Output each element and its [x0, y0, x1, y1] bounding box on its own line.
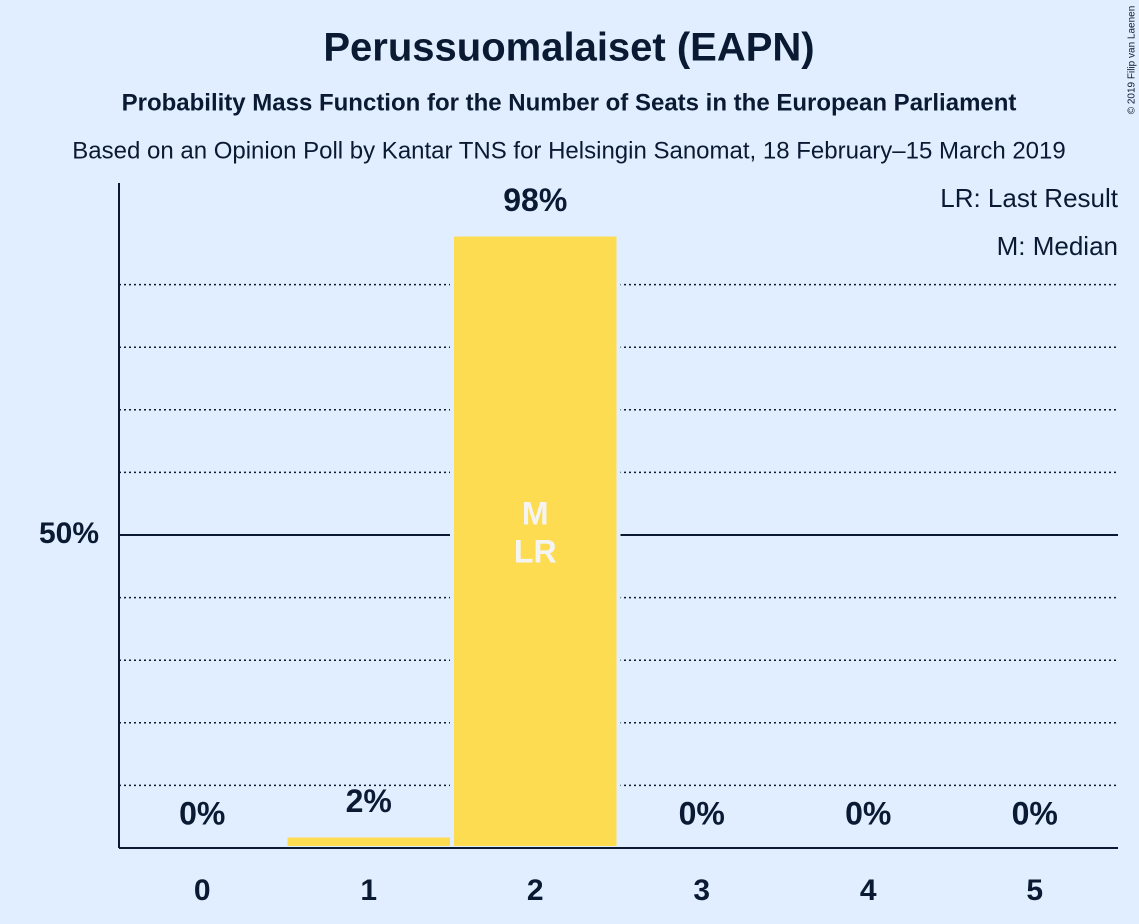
annotation: M	[522, 495, 549, 531]
chart-title: Perussuomalaiset (EAPN)	[323, 26, 814, 70]
x-tick-label: 5	[1026, 874, 1043, 907]
value-label: 0%	[1012, 795, 1058, 831]
value-label: 0%	[179, 795, 225, 831]
chart-caption: Based on an Opinion Poll by Kantar TNS f…	[72, 137, 1065, 164]
value-label: 0%	[845, 795, 891, 831]
y-tick-label: 50%	[39, 517, 99, 550]
bar	[283, 833, 454, 850]
annotation: LR	[514, 533, 557, 569]
value-label: 98%	[503, 182, 567, 218]
x-tick-label: 1	[360, 874, 377, 907]
x-tick-label: 0	[194, 874, 211, 907]
value-label: 0%	[679, 795, 725, 831]
legend-entry: M: Median	[997, 231, 1118, 261]
x-tick-label: 3	[693, 874, 710, 907]
copyright: © 2019 Filip van Laenen	[1127, 6, 1138, 115]
value-label: 2%	[346, 783, 392, 819]
x-tick-label: 4	[860, 874, 877, 907]
legend-entry: LR: Last Result	[940, 183, 1119, 213]
chart-subtitle: Probability Mass Function for the Number…	[122, 89, 1017, 116]
bar	[450, 232, 621, 850]
x-tick-label: 2	[527, 874, 544, 907]
